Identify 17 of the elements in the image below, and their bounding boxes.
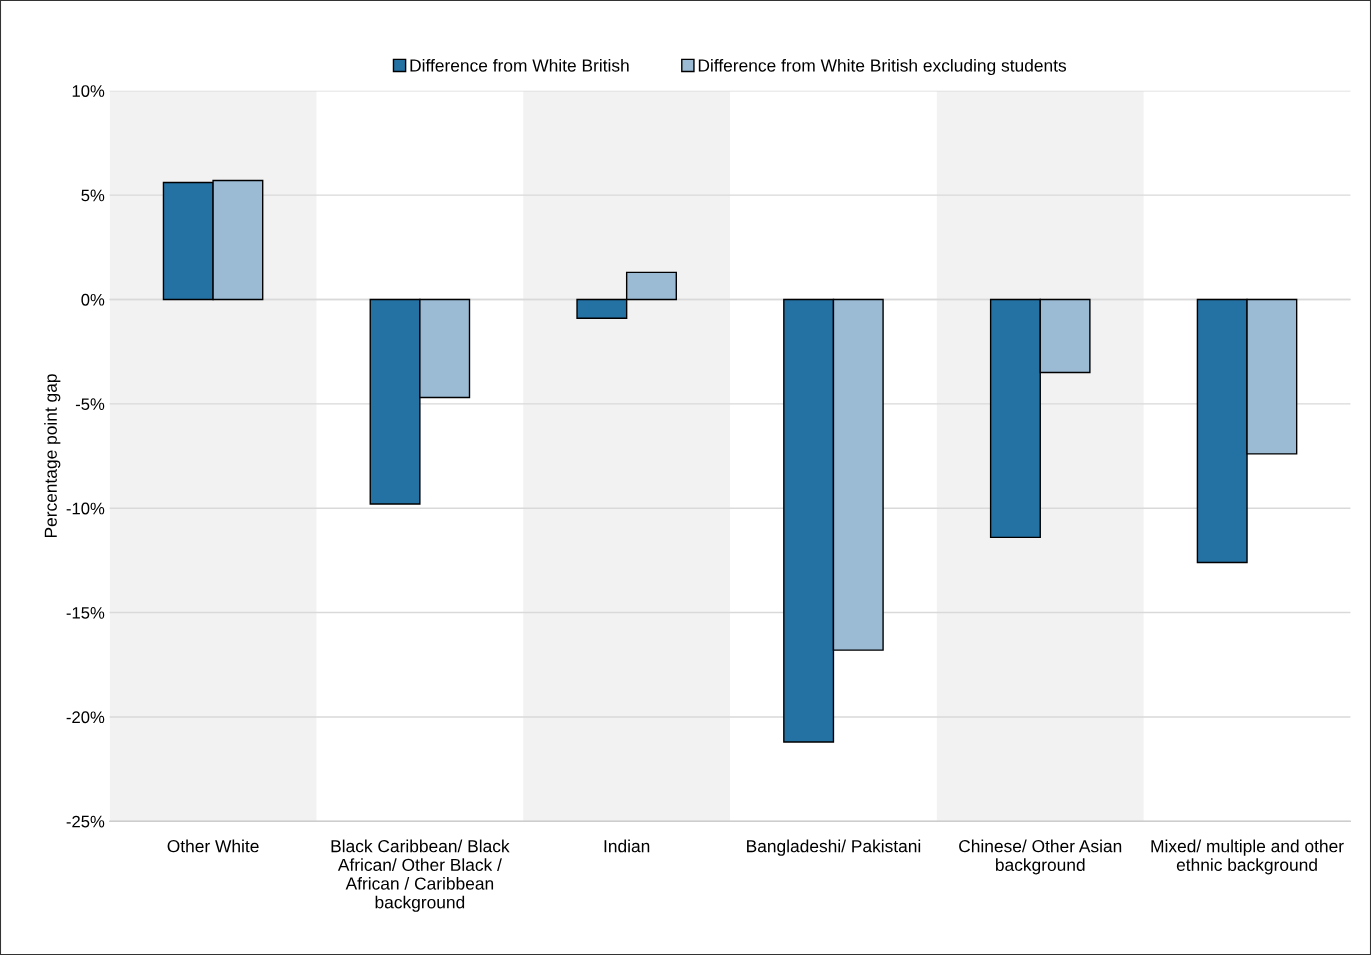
y-axis-title: Percentage point gap <box>44 374 61 538</box>
x-tick-label: Other White <box>167 839 259 853</box>
y-tick-label: -10% <box>66 502 105 515</box>
y-tick-label: -25% <box>66 815 105 828</box>
legend-label: Difference from White British excluding students <box>698 58 1067 76</box>
y-tick-label: 5% <box>81 189 105 202</box>
y-tick-label: -5% <box>75 398 105 411</box>
x-tick-label: Bangladeshi/ Pakistani <box>747 839 921 856</box>
y-tick-label: -20% <box>66 711 105 724</box>
legend-label: Difference from White British <box>410 58 629 72</box>
y-tick-label: 10% <box>72 85 105 97</box>
x-tick-label: Mixed/ multiple and other ethnic background <box>1151 839 1344 875</box>
y-tick-label: 0% <box>81 293 105 306</box>
x-tick-label: Chinese/ Other Asian background <box>959 839 1122 875</box>
y-tick-label: -15% <box>66 607 105 619</box>
x-tick-label: Black Caribbean/ Black African/ Other Black / African / Caribbean background <box>331 839 510 912</box>
x-tick-label: Indian <box>604 839 650 853</box>
